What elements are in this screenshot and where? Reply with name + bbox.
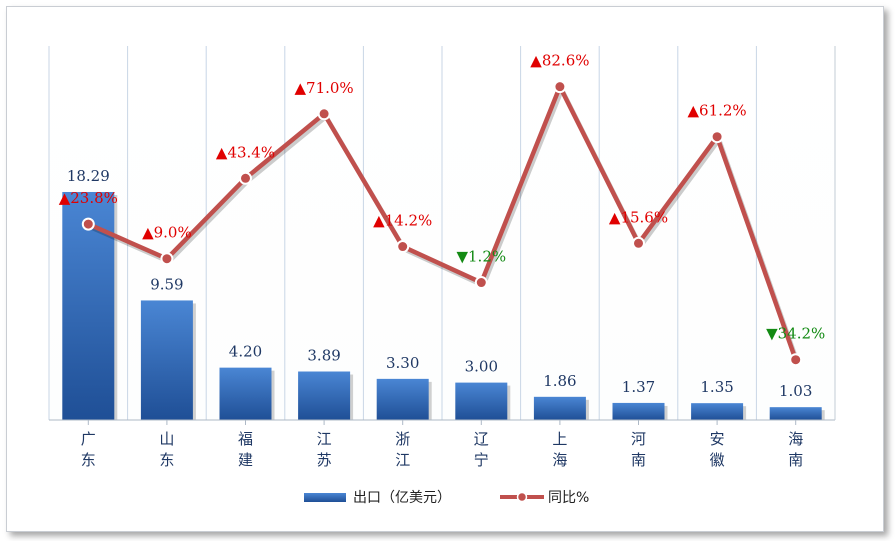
x-tick-label: 浙	[395, 430, 410, 448]
line-marker	[789, 353, 803, 367]
x-tick-label: 南	[631, 451, 646, 469]
line-value-label: ▲23.8%	[59, 189, 118, 207]
bar-value-label: 18.29	[67, 167, 110, 185]
bar-value-label: 1.35	[700, 378, 733, 396]
line-value-label: ▲9.0%	[142, 224, 192, 242]
x-tick-label: 江	[395, 451, 410, 469]
x-tick-label: 海	[788, 430, 803, 448]
chart-svg: 18.29 9.59 4.20 3.89 3.30 3.00 1.86 1.37 1.35 1.0…	[48, 46, 836, 506]
legend-line-marker	[516, 491, 528, 503]
bar-value-label: 3.89	[307, 347, 340, 365]
x-tick-label: 河	[631, 430, 646, 448]
bar	[219, 367, 272, 420]
bar-value-label: 1.37	[622, 378, 655, 396]
bar	[455, 382, 508, 420]
x-tick-label: 辽	[474, 430, 489, 448]
line-marker	[239, 171, 252, 185]
bar-value-label: 9.59	[150, 275, 183, 293]
bar-value-labels: 18.29 9.59 4.20 3.89 3.30 3.00 1.86 1.37 1.35 1.0…	[67, 167, 813, 400]
x-tick-label: 上	[552, 430, 567, 448]
line-marker	[317, 107, 331, 121]
line-value-label: ▲14.2%	[373, 212, 432, 230]
bar	[140, 300, 193, 420]
x-tick-label: 福	[238, 430, 253, 448]
line-value-label: ▲61.2%	[688, 102, 747, 120]
line-value-label: ▲43.4%	[216, 143, 275, 161]
line-value-label: ▼34.2%	[766, 325, 825, 343]
x-tick-label: 江	[317, 430, 332, 448]
x-tick-label: 山	[159, 430, 174, 448]
line-marker	[632, 236, 645, 250]
legend-bar-swatch	[304, 493, 346, 502]
bar-value-label: 1.03	[779, 382, 812, 400]
line-marker	[396, 240, 410, 254]
line-value-labels: ▲23.8% ▲9.0% ▲43.4% ▲71.0% ▲14.2% ▼1.2% ▲82.6%…	[59, 52, 826, 343]
line-value-label: ▲15.6%	[609, 208, 668, 226]
x-tick-label: 广	[81, 430, 96, 448]
line-marker	[81, 217, 95, 231]
x-tick-label: 徽	[710, 451, 725, 469]
line-path	[87, 84, 798, 361]
line-series	[81, 80, 803, 367]
chart-frame: 18.29 9.59 4.20 3.89 3.30 3.00 1.86 1.37 1.35 1.0…	[6, 6, 884, 532]
x-tick-label: 东	[81, 451, 96, 469]
bar	[376, 378, 429, 420]
bar-value-label: 3.00	[465, 358, 498, 376]
bar	[612, 402, 665, 420]
line-marker	[474, 276, 488, 290]
bar-value-label: 1.86	[543, 372, 576, 390]
legend-bar-label: 出口（亿美元）	[353, 490, 451, 506]
line-value-label: ▼1.2%	[456, 248, 506, 266]
line-value-label: ▲71.0%	[295, 79, 354, 97]
line-marker	[553, 80, 567, 94]
x-tick-label: 南	[788, 451, 803, 469]
bar-value-label: 3.30	[386, 354, 419, 372]
x-tick-label: 海	[552, 451, 567, 469]
bar	[769, 407, 822, 420]
line-value-label: ▲82.6%	[530, 52, 589, 70]
x-tick-label: 东	[159, 451, 174, 469]
legend-line-label: 同比%	[548, 490, 589, 506]
bar	[691, 403, 744, 420]
bar	[298, 371, 351, 420]
x-tick-label: 苏	[317, 451, 332, 469]
legend: 出口（亿美元） 同比%	[304, 490, 589, 506]
line-marker	[710, 130, 724, 144]
x-tick-label: 建	[238, 451, 253, 469]
bar	[533, 396, 586, 420]
line-marker	[160, 252, 174, 266]
x-tick-label: 宁	[474, 451, 489, 469]
x-tick-label: 安	[710, 430, 725, 448]
bar-value-label: 4.20	[229, 343, 262, 361]
